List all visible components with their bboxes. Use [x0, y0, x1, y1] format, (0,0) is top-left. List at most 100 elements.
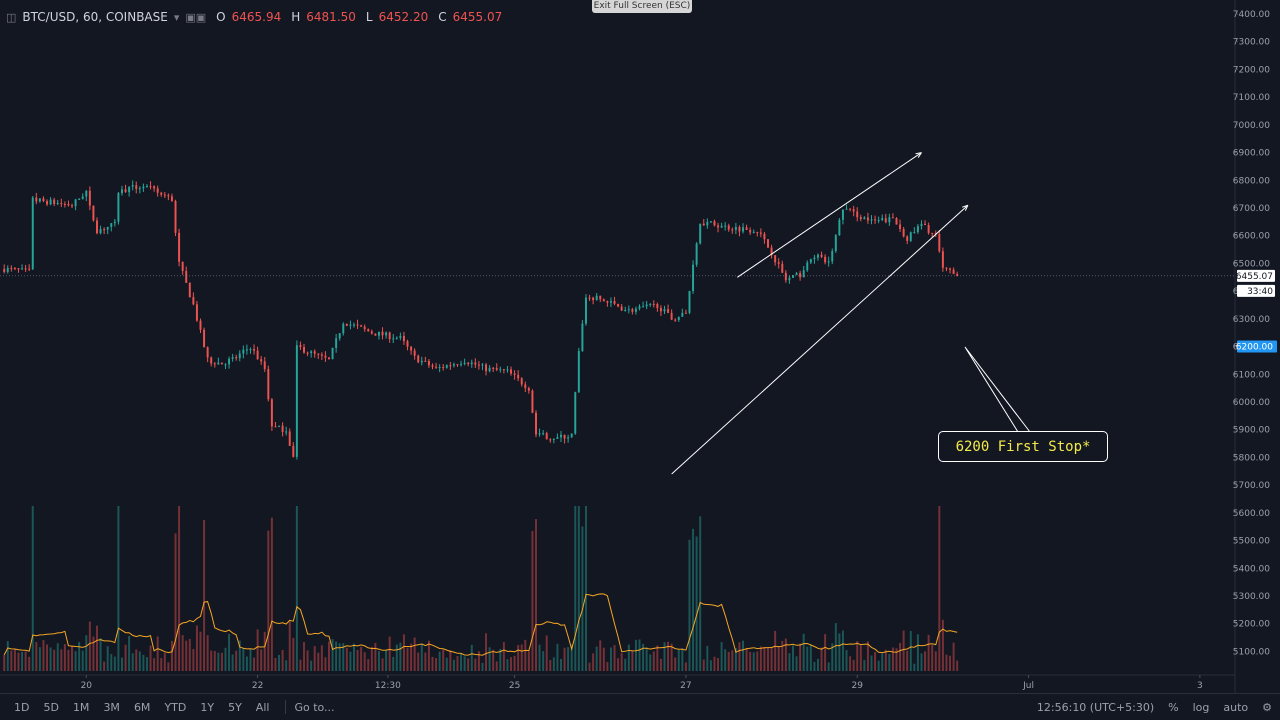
y-tick-label: 6000.00 — [1233, 398, 1270, 408]
volume-bar — [399, 642, 402, 671]
volume-bar — [474, 658, 477, 671]
candle-body — [242, 349, 245, 354]
settings-icon[interactable]: ▣▣ — [185, 10, 207, 24]
candle-body — [866, 217, 869, 221]
volume-bar — [831, 643, 834, 671]
volume-bar — [502, 642, 505, 671]
timeframe-3m[interactable]: 3M — [103, 700, 120, 714]
caret-down-icon[interactable]: ▾ — [173, 10, 180, 24]
candle-body — [510, 369, 513, 374]
close-value: 6455.07 — [452, 10, 503, 24]
volume-bar — [916, 634, 919, 671]
candle-body — [174, 200, 177, 233]
candle-body — [677, 316, 680, 321]
x-tick-label: Jul — [1022, 681, 1034, 691]
candle-body — [46, 201, 49, 205]
gear-icon[interactable]: ⚙ — [1262, 700, 1272, 714]
volume-bar — [552, 657, 555, 671]
volume-bar — [824, 634, 827, 671]
percent-toggle[interactable]: % — [1168, 700, 1179, 714]
timeframe-6m[interactable]: 6M — [133, 700, 151, 714]
candle-body — [545, 433, 548, 440]
candle-body — [288, 431, 291, 446]
candle-body — [92, 205, 95, 221]
volume-bar — [49, 647, 52, 671]
volume-bar — [849, 656, 852, 671]
volume-bar — [731, 650, 734, 671]
volume-bar — [6, 641, 9, 671]
volume-bar — [110, 654, 113, 671]
clock-label: 12:56:10 (UTC+5:30) — [1036, 700, 1155, 714]
timeframe-5y[interactable]: 5Y — [228, 700, 242, 714]
volume-bar — [606, 662, 609, 671]
volume-bar — [260, 649, 263, 671]
volume-bar — [295, 506, 298, 671]
volume-bar — [535, 519, 537, 671]
volume-bar — [709, 660, 712, 671]
volume-bar — [763, 647, 766, 671]
volume-bar — [495, 661, 498, 671]
candle-body — [424, 360, 427, 362]
volume-bar — [281, 650, 284, 671]
candle-body — [160, 192, 163, 195]
candle-body — [410, 346, 413, 351]
timeframe-ytd[interactable]: YTD — [164, 700, 187, 714]
annotation-callout[interactable]: 6200 First Stop* — [938, 431, 1108, 462]
exit-fullscreen-button[interactable]: Exit Full Screen (ESC) — [592, 0, 692, 13]
volume-bar — [103, 661, 106, 671]
chart-menu-icon[interactable]: ◫ — [6, 10, 17, 24]
volume-bar — [656, 645, 659, 671]
volume-bar — [663, 642, 666, 671]
volume-bar — [17, 652, 20, 671]
timeframe-all[interactable]: All — [255, 700, 270, 714]
candle-body — [135, 185, 138, 189]
timeframe-1d[interactable]: 1D — [14, 700, 30, 714]
candle-body — [656, 304, 659, 309]
candle-body — [567, 437, 570, 439]
volume-bar — [220, 652, 223, 671]
candle-body — [613, 301, 616, 304]
volume-bar — [456, 656, 459, 671]
goto-button[interactable]: Go to... — [294, 700, 335, 714]
candle-body — [231, 357, 234, 359]
candle-body — [620, 306, 623, 311]
volume-bar — [310, 660, 313, 671]
volume-bar — [128, 636, 131, 671]
volume-bar — [427, 640, 430, 671]
volume-bar — [602, 647, 605, 671]
candle-body — [267, 369, 270, 400]
volume-bar — [781, 640, 784, 671]
log-toggle[interactable]: log — [1192, 700, 1210, 714]
volume-bar — [256, 629, 259, 671]
volume-bar — [213, 651, 216, 671]
candle-body — [142, 186, 145, 189]
candle-body — [720, 225, 723, 228]
volume-bar — [692, 528, 695, 671]
symbol-label[interactable]: BTC/USD, 60, COINBASE — [22, 10, 168, 24]
candle-body — [781, 263, 784, 273]
timeframe-1y[interactable]: 1Y — [200, 700, 215, 714]
volume-bar — [481, 662, 484, 671]
candle-body — [624, 309, 627, 311]
volume-bar — [727, 651, 730, 671]
candle-body — [492, 367, 495, 369]
candle-body — [274, 426, 277, 428]
timeframe-1m[interactable]: 1M — [72, 700, 90, 714]
volume-bar — [78, 642, 81, 671]
volume-bar — [813, 661, 816, 671]
candle-body — [413, 350, 416, 356]
volume-bar — [267, 530, 270, 671]
auto-toggle[interactable]: auto — [1223, 700, 1249, 714]
candle-body — [816, 254, 819, 258]
volume-bar — [802, 633, 805, 671]
volume-bar — [759, 646, 762, 671]
volume-bar — [792, 645, 794, 671]
timeframe-5d[interactable]: 5D — [43, 700, 59, 714]
volume-bar — [245, 656, 248, 671]
candle-body — [71, 205, 73, 207]
volume-bar — [574, 506, 577, 671]
candle-body — [838, 219, 841, 236]
candle-body — [667, 309, 670, 313]
volume-bar — [645, 647, 648, 671]
